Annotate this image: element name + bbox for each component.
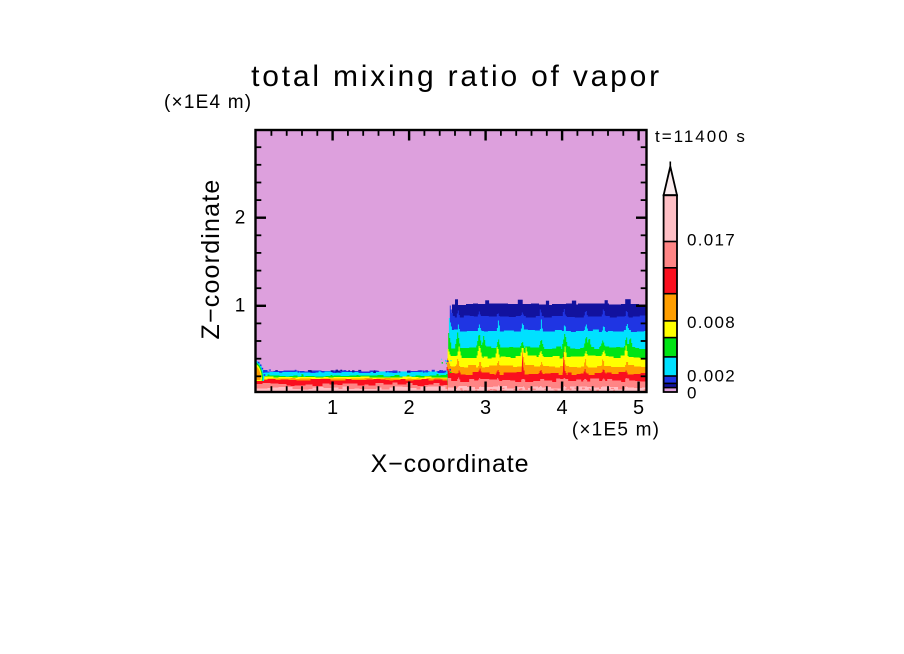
svg-text:0.002: 0.002 [687,367,736,386]
svg-text:1: 1 [235,296,246,317]
svg-text:(×1E4 m): (×1E4 m) [164,92,252,113]
svg-text:Z−coordinate: Z−coordinate [197,178,225,339]
svg-text:2: 2 [235,208,246,229]
svg-text:3: 3 [480,397,491,419]
svg-text:(×1E5 m): (×1E5 m) [572,420,660,441]
svg-text:t=11400 s: t=11400 s [655,127,747,146]
svg-text:0.008: 0.008 [687,313,736,332]
svg-text:0: 0 [687,384,698,403]
svg-text:2: 2 [404,397,415,419]
svg-text:total mixing ratio of vapor: total mixing ratio of vapor [251,60,662,93]
svg-text:4: 4 [557,397,568,419]
svg-text:0.017: 0.017 [687,231,736,250]
svg-text:1: 1 [327,397,338,419]
svg-text:5: 5 [633,397,644,419]
svg-text:X−coordinate: X−coordinate [371,450,530,478]
